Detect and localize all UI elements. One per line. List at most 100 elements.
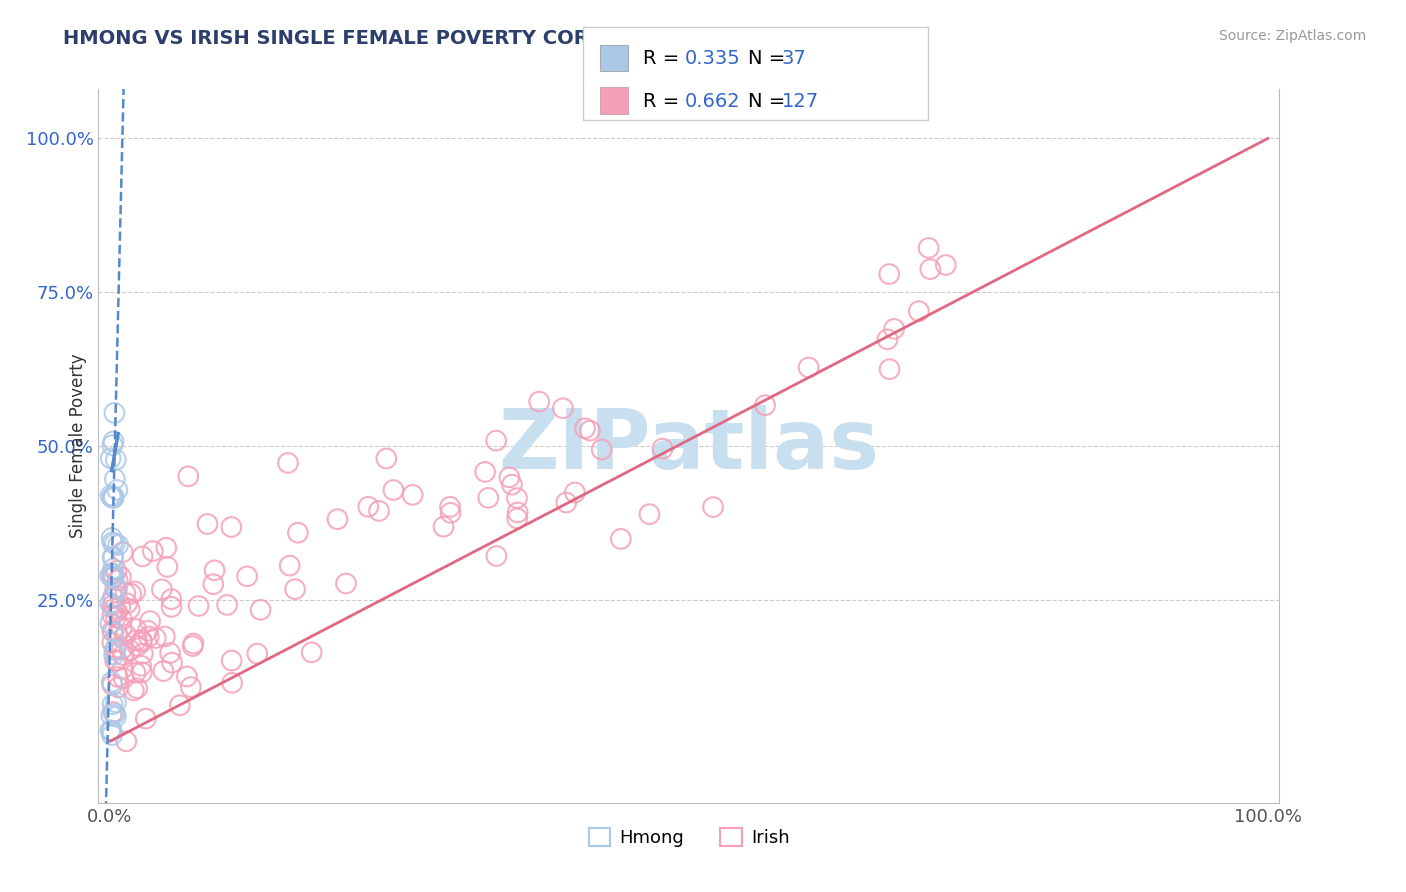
Point <box>917 241 939 255</box>
Point <box>335 576 357 591</box>
Legend: Hmong, Irish: Hmong, Irish <box>581 821 797 855</box>
Point <box>104 640 127 655</box>
Point <box>129 658 152 673</box>
Point <box>249 603 271 617</box>
Point <box>112 671 135 685</box>
Point <box>136 624 159 638</box>
Point <box>177 469 200 483</box>
Point <box>474 465 496 479</box>
Point <box>187 599 209 613</box>
Point <box>98 596 121 610</box>
Point <box>110 570 132 584</box>
Point <box>120 587 142 601</box>
Text: 37: 37 <box>782 49 807 69</box>
Point <box>221 520 243 534</box>
Text: R =: R = <box>643 49 685 69</box>
Point <box>183 636 205 650</box>
Point <box>101 562 124 576</box>
Point <box>246 647 269 661</box>
Point <box>107 670 129 684</box>
Point <box>506 491 529 505</box>
Point <box>142 544 165 558</box>
Text: N =: N = <box>748 92 792 111</box>
Point <box>138 630 160 644</box>
Point <box>104 709 127 723</box>
Point <box>103 625 125 640</box>
Text: R =: R = <box>643 92 685 111</box>
Point <box>357 500 380 514</box>
Point <box>139 614 162 628</box>
Point <box>135 712 157 726</box>
Point <box>477 491 499 505</box>
Point <box>111 613 134 627</box>
Y-axis label: Single Female Poverty: Single Female Poverty <box>69 354 87 538</box>
Point <box>153 630 176 644</box>
Point <box>122 683 145 698</box>
Point <box>101 624 124 638</box>
Point <box>375 451 398 466</box>
Point <box>564 485 586 500</box>
Point <box>883 322 905 336</box>
Point <box>100 708 122 723</box>
Point <box>103 491 125 505</box>
Point <box>754 398 776 412</box>
Point <box>131 635 153 649</box>
Point <box>101 566 124 581</box>
Text: 0.662: 0.662 <box>685 92 741 111</box>
Point <box>111 642 134 657</box>
Point <box>101 550 124 565</box>
Point <box>103 570 125 584</box>
Point <box>127 681 149 696</box>
Text: ZIPatlas: ZIPatlas <box>499 406 879 486</box>
Point <box>118 602 141 616</box>
Point <box>101 635 124 649</box>
Point <box>114 586 136 600</box>
Point <box>160 599 183 614</box>
Point <box>111 545 134 559</box>
Point <box>104 537 127 551</box>
Point <box>101 728 124 742</box>
Point <box>574 421 596 435</box>
Point <box>100 489 122 503</box>
Point <box>98 568 121 582</box>
Point <box>111 662 134 676</box>
Point <box>101 678 124 692</box>
Point <box>101 491 124 505</box>
Point <box>107 573 129 587</box>
Text: 0.335: 0.335 <box>685 49 741 69</box>
Point <box>125 622 148 636</box>
Point <box>110 621 132 635</box>
Point <box>124 665 146 680</box>
Point <box>160 656 183 670</box>
Point <box>104 472 127 486</box>
Text: 127: 127 <box>782 92 818 111</box>
Point <box>105 627 128 641</box>
Point <box>100 675 122 690</box>
Point <box>221 654 243 668</box>
Point <box>527 394 550 409</box>
Point <box>127 639 149 653</box>
Point <box>104 582 127 596</box>
Point <box>181 639 204 653</box>
Point <box>382 483 405 497</box>
Point <box>485 549 508 563</box>
Point <box>651 442 673 456</box>
Point <box>131 633 153 648</box>
Point <box>104 706 127 721</box>
Point <box>105 483 128 497</box>
Point <box>103 489 125 503</box>
Point <box>101 723 124 738</box>
Point <box>103 591 125 605</box>
Point <box>101 590 124 604</box>
Point <box>908 304 931 318</box>
Point <box>124 584 146 599</box>
Point <box>103 705 125 719</box>
Text: HMONG VS IRISH SINGLE FEMALE POVERTY CORRELATION CHART: HMONG VS IRISH SINGLE FEMALE POVERTY COR… <box>63 29 776 47</box>
Point <box>797 360 820 375</box>
Point <box>155 541 177 555</box>
Point <box>105 582 128 596</box>
Point <box>100 531 122 545</box>
Point <box>485 434 508 448</box>
Point <box>103 549 125 564</box>
Point <box>197 516 219 531</box>
